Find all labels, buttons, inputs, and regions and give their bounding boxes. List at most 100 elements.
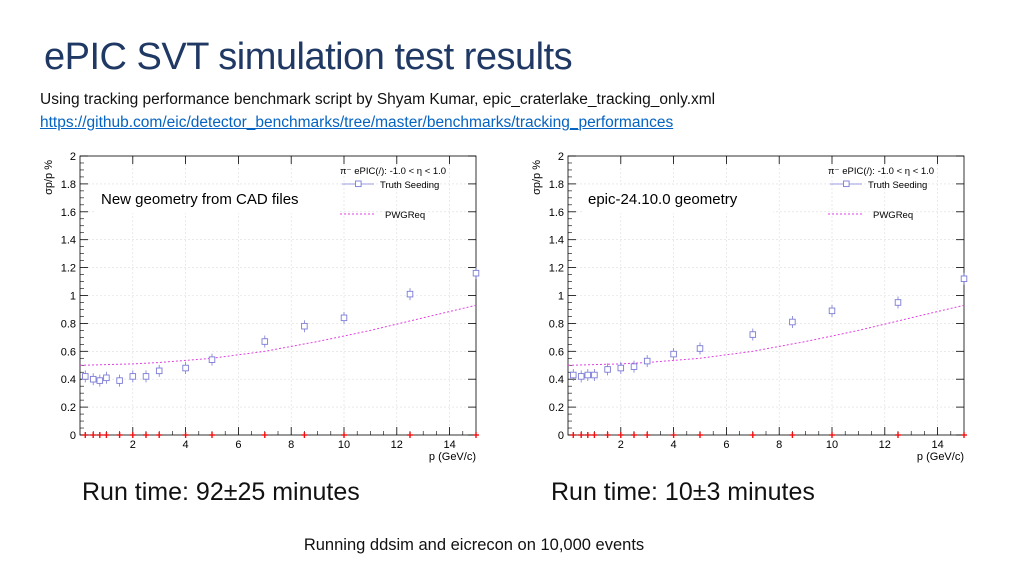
- y-axis-title: σp/p %: [43, 160, 55, 195]
- x-tick-label: 10: [826, 439, 838, 451]
- y-tick-label: 0.2: [61, 402, 76, 414]
- legend: π⁻ ePIC(/): -1.0 < η < 1.0 Truth Seeding P…: [340, 166, 446, 221]
- zero-marker: [301, 432, 308, 438]
- truth-seeding-point: [116, 377, 123, 384]
- annotation-text: epic-24.10.0 geometry: [588, 191, 738, 208]
- truth-seeding-point: [617, 364, 625, 372]
- zero-marker: [895, 432, 901, 438]
- x-tick-label: 12: [391, 439, 403, 451]
- zero-marker: [103, 432, 110, 438]
- truth-seeding-point: [630, 363, 638, 370]
- x-tick-label: 10: [338, 439, 350, 451]
- truth-seeding-point: [89, 375, 97, 383]
- zero-marker: [829, 432, 835, 438]
- x-tick-label: 8: [776, 439, 782, 451]
- left-resolution-chart: 0 0.2 0.4 0.6 0.8 1 1.2 1.4 1.6 1.8 2 2 4 6 8 10 12 14p (…: [43, 151, 480, 463]
- y-tick-label: 0.8: [61, 318, 76, 330]
- zero-marker: [261, 432, 268, 438]
- right-resolution-chart: 0 0.2 0.4 0.6 0.8 1 1.2 1.4 1.6 1.8 2 2 4 6 8 10 12 14p (…: [531, 151, 968, 463]
- x-tick-label: 14: [931, 439, 943, 451]
- truth-seeding-point: [584, 371, 592, 379]
- y-tick-label: 0.4: [61, 374, 76, 386]
- benchmark-link[interactable]: https://github.com/eic/detector_benchmar…: [40, 114, 674, 131]
- y-tick-label: 2: [70, 151, 76, 163]
- y-tick-label: 1.8: [61, 179, 76, 191]
- y-tick-label: 0.8: [549, 318, 564, 330]
- truth-seeding-point: [208, 356, 216, 363]
- y-tick-label: 1.4: [549, 235, 564, 247]
- y-tick-label: 1.8: [549, 179, 564, 191]
- pwgreq-curve: [79, 304, 477, 366]
- truth-seeding-point: [82, 373, 89, 380]
- legend: π⁻ ePIC(/): -1.0 < η < 1.0 Truth Seeding P…: [828, 166, 934, 221]
- truth-seeding-point: [789, 318, 796, 326]
- truth-seeding-point: [670, 350, 677, 358]
- pwgreq-curve: [567, 304, 965, 366]
- page-title: ePIC SVT simulation test results: [44, 36, 573, 78]
- x-axis-title: p (GeV/c): [917, 451, 964, 463]
- x-tick-label: 4: [183, 439, 189, 451]
- zero-marker: [631, 432, 637, 438]
- annotation-box: [583, 185, 773, 213]
- legend-header: π⁻ ePIC(/): -1.0 < η < 1.0: [828, 166, 934, 177]
- y-tick-label: 0: [558, 430, 564, 442]
- truth-seeding-point: [340, 314, 348, 322]
- x-tick-label: 6: [235, 439, 241, 451]
- x-tick-label: 14: [443, 439, 455, 451]
- zero-marker: [407, 432, 413, 438]
- y-tick-label: 0: [70, 430, 76, 442]
- zero-marker: [670, 432, 677, 438]
- runtime-left: Run time: 92±25 minutes: [82, 478, 360, 506]
- truth-seeding-point: [960, 275, 968, 283]
- truth-seeding-point: [96, 377, 104, 384]
- x-tick-label: 6: [723, 439, 729, 451]
- zero-marker: [644, 432, 651, 438]
- truth-seeding-point: [129, 373, 137, 380]
- truth-seeding-point: [604, 366, 611, 373]
- y-tick-label: 1: [70, 291, 76, 303]
- zero-marker: [578, 432, 585, 438]
- annotation-box: [96, 185, 338, 213]
- zero-marker: [90, 432, 97, 438]
- truth-seeding-point: [894, 299, 902, 306]
- legend-pwgreq-label: PWGReq: [385, 210, 425, 221]
- zero-marker: [156, 432, 163, 438]
- zero-marker: [697, 432, 703, 438]
- truth-seeding-point: [182, 364, 189, 372]
- y-tick-label: 0.2: [549, 402, 564, 414]
- truth-seeding-point: [261, 338, 269, 345]
- zero-marker: [116, 432, 123, 438]
- zero-marker: [143, 432, 149, 438]
- y-axis-title: σp/p %: [531, 160, 543, 195]
- zero-marker: [82, 432, 89, 438]
- zero-marker: [570, 432, 577, 438]
- y-tick-label: 1.2: [549, 263, 564, 275]
- y-tick-label: 1: [558, 291, 564, 303]
- y-tick-label: 0.4: [549, 374, 564, 386]
- x-tick-label: 2: [130, 439, 136, 451]
- legend-truth-label: Truth Seeding: [380, 180, 439, 191]
- truth-seeding-point: [103, 374, 110, 382]
- legend-pwgreq-label: PWGReq: [873, 210, 913, 221]
- x-tick-label: 4: [671, 439, 677, 451]
- chart-annotation: epic-24.10.0 geometry: [583, 185, 773, 213]
- zero-marker: [749, 432, 756, 438]
- y-tick-label: 1.4: [61, 235, 76, 247]
- truth-seeding-point: [749, 331, 757, 338]
- x-tick-label: 2: [618, 439, 624, 451]
- zero-marker: [209, 432, 215, 438]
- zero-marker: [617, 432, 624, 438]
- zero-marker: [129, 432, 136, 438]
- truth-seeding-point: [406, 290, 414, 298]
- y-tick-label: 2: [558, 151, 564, 163]
- footer-note: Running ddsim and eicrecon on 10,000 eve…: [303, 536, 645, 554]
- truth-seeding-point: [591, 371, 598, 379]
- legend-truth-label: Truth Seeding: [868, 180, 927, 191]
- zero-marker: [789, 432, 796, 438]
- truth-seeding-point: [155, 367, 163, 375]
- x-tick-label: 12: [879, 439, 891, 451]
- truth-seeding-point: [142, 373, 150, 380]
- x-axis-title: p (GeV/c): [429, 451, 476, 463]
- zero-marker: [584, 432, 591, 438]
- legend-truth-marker: [843, 180, 850, 188]
